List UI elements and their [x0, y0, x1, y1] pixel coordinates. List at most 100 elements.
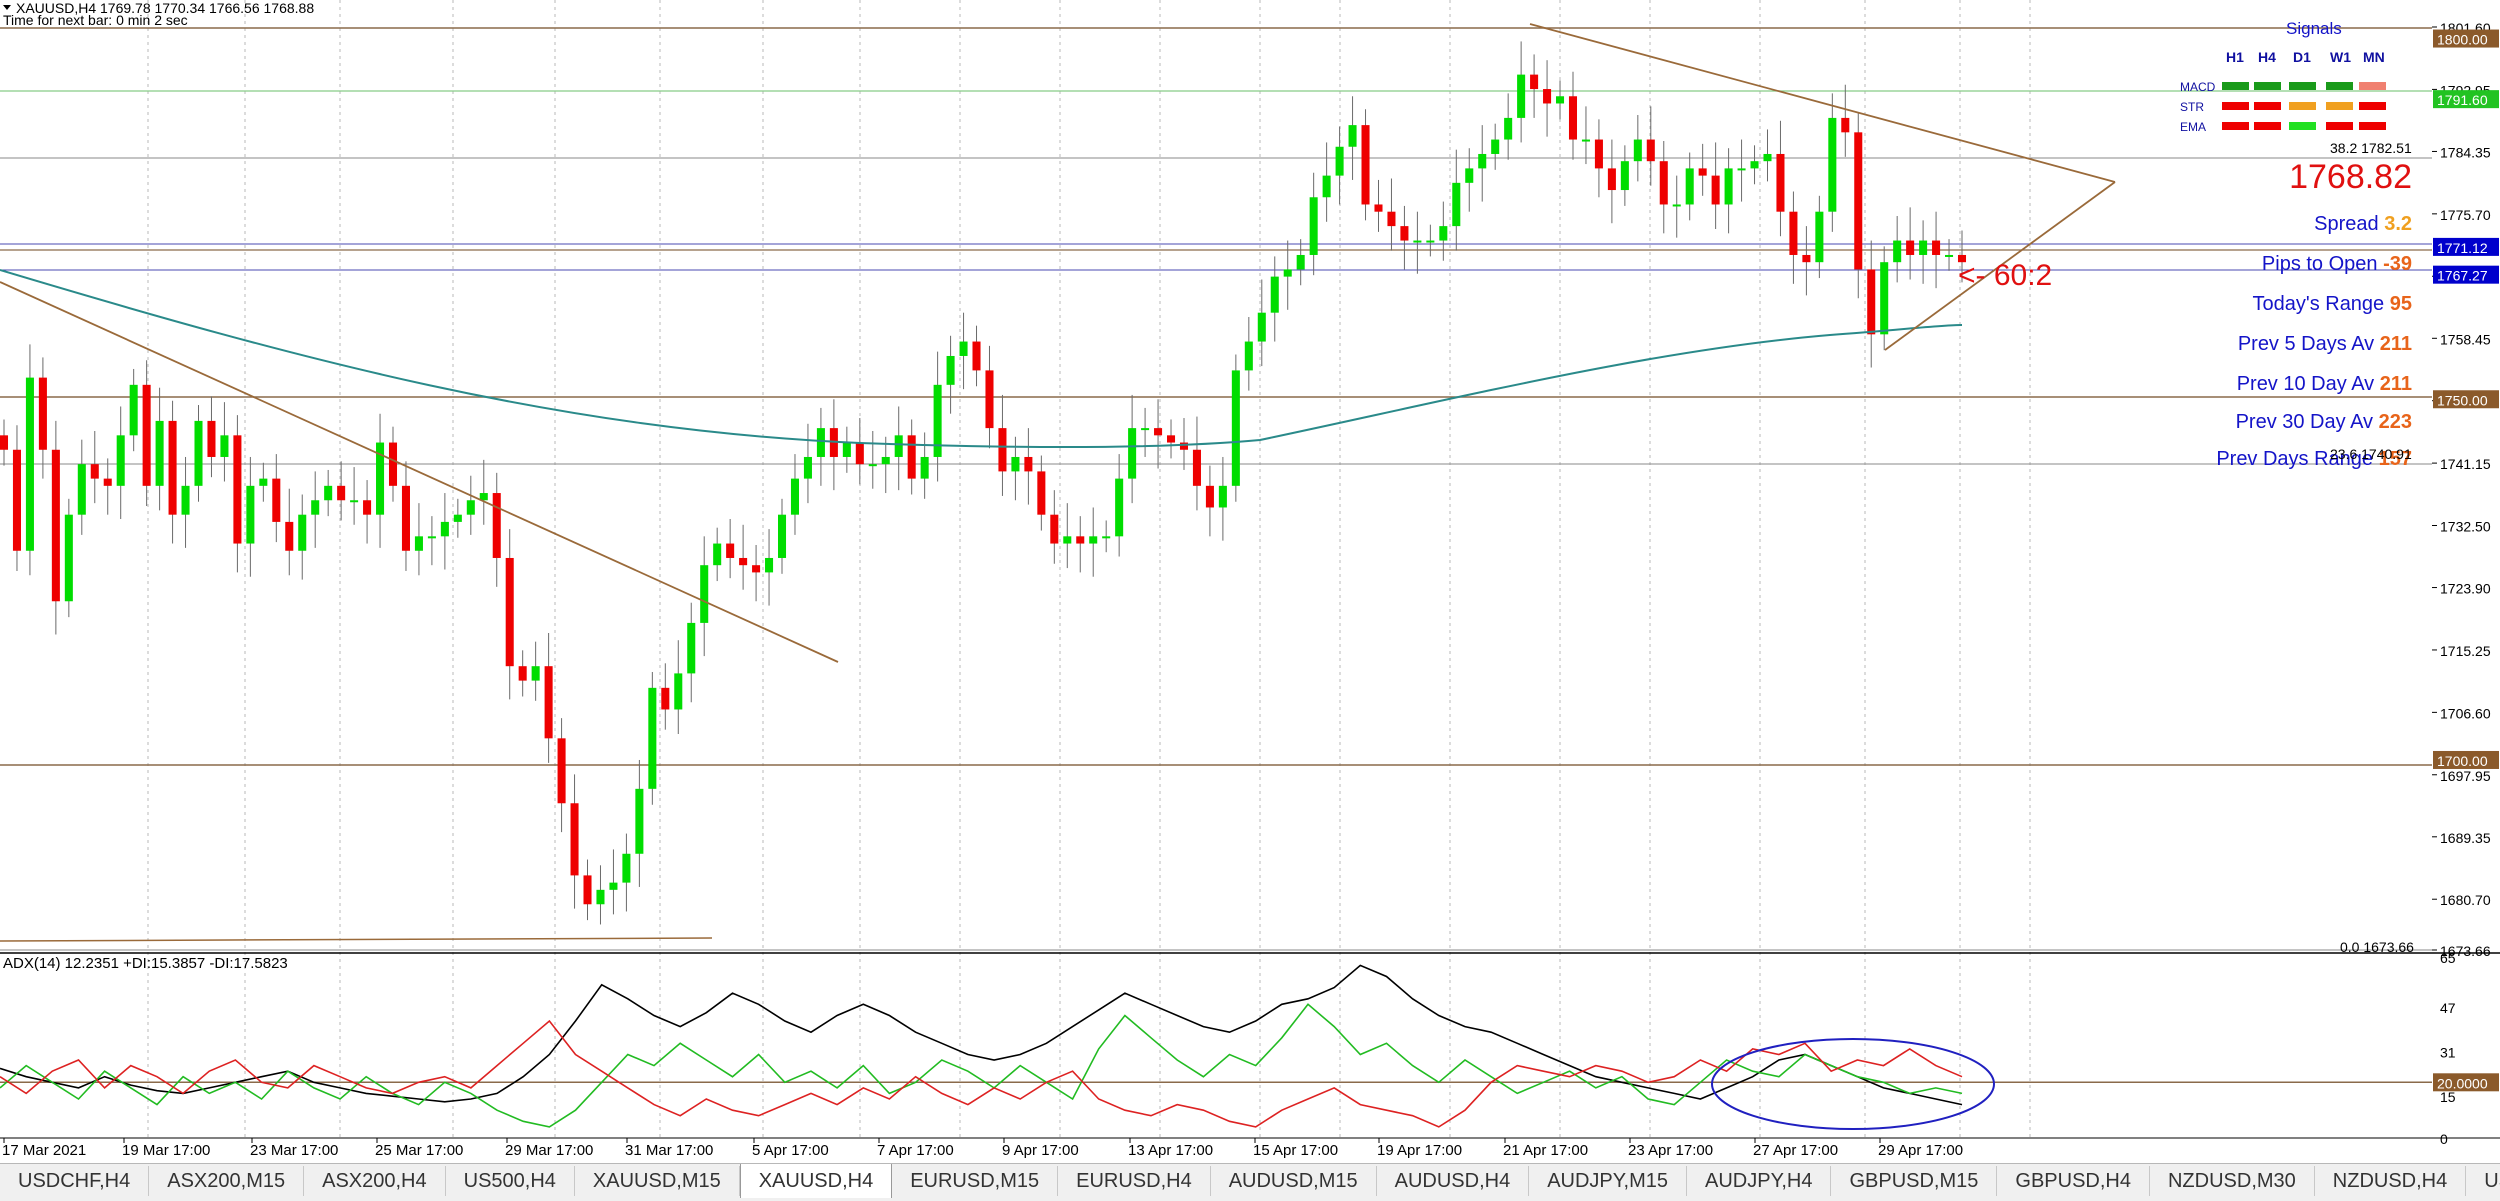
tab-us500-h4[interactable]: US500,H4 [446, 1166, 575, 1196]
fib-label-top: 38.2 1782.51 [2330, 140, 2412, 156]
candle-body [116, 435, 125, 486]
tab-eurusd-h4[interactable]: EURUSD,H4 [1058, 1166, 1211, 1196]
price-label: 1784.35 [2440, 144, 2491, 160]
tab-audjpy-h4[interactable]: AUDJPY,H4 [1687, 1166, 1832, 1196]
horizontal-levels [0, 27, 2432, 951]
candle-body [713, 543, 722, 566]
candle-body [1880, 262, 1889, 335]
tab-usdchf-h4[interactable]: USDCHF,H4 [0, 1166, 150, 1196]
price-tag: 1767.27 [2437, 268, 2488, 284]
signal-cell [2289, 82, 2316, 90]
time-label: 21 Apr 17:00 [1503, 1142, 1588, 1159]
price-label: 1758.45 [2440, 331, 2491, 347]
adx-label: ADX(14) 12.2351 +DI:15.3857 -DI:17.5823 [3, 955, 288, 972]
candle-body [1478, 153, 1487, 169]
signal-cell [2289, 102, 2316, 110]
tab-xauusd-h4[interactable]: XAUUSD,H4 [739, 1164, 893, 1198]
candle-body [933, 384, 942, 457]
tab-xauusd-m15[interactable]: XAUUSD,M15 [575, 1166, 740, 1196]
candle-body [777, 514, 787, 558]
candle-body [0, 435, 9, 450]
support-line-low [0, 937, 713, 942]
spread-value: 3.2 [2379, 213, 2412, 235]
prev-days-range-label: Prev Days Range [2216, 448, 2373, 470]
chart-canvas[interactable]: 1801.601792.951784.351775.701767.051758.… [0, 0, 2500, 1163]
candle-body [1763, 153, 1772, 162]
candle-body [1543, 89, 1552, 104]
candle-body [1789, 211, 1798, 255]
candle-body [1465, 168, 1474, 183]
candle-body [311, 500, 320, 515]
tab-audusd-h4[interactable]: AUDUSD,H4 [1377, 1166, 1530, 1196]
price-tag-bg [2433, 237, 2499, 256]
candle-body [38, 377, 47, 450]
candle-body [1620, 161, 1629, 191]
price-tag: 1791.60 [2437, 92, 2488, 108]
moving-average-line [0, 269, 1963, 449]
candle-body [1218, 485, 1227, 508]
prev-10-days-label: Prev 10 Day Av [2237, 373, 2374, 395]
candle-body [570, 803, 579, 876]
tab-eurusd-m15[interactable]: EURUSD,M15 [892, 1166, 1059, 1196]
candle-body [90, 464, 99, 479]
time-label: 27 Apr 17:00 [1753, 1142, 1838, 1159]
candle-body [246, 485, 255, 544]
candle-body [868, 464, 877, 467]
candle-body [1335, 146, 1344, 176]
tab-gbpusd-m15[interactable]: GBPUSD,M15 [1831, 1166, 1998, 1196]
candle-body [1750, 161, 1759, 169]
candle-body [1802, 254, 1811, 263]
tab-audjpy-m15[interactable]: AUDJPY,M15 [1529, 1166, 1687, 1196]
candle-body [337, 485, 346, 501]
candle-body [959, 341, 968, 356]
tab-asx200-m15[interactable]: ASX200,M15 [149, 1166, 305, 1196]
candle-body [155, 420, 164, 486]
candle-body [1270, 276, 1279, 313]
tab-nzdusd-h4[interactable]: NZDUSD,H4 [2315, 1166, 2467, 1196]
tab-gbpusd-h4[interactable]: GBPUSD,H4 [1997, 1166, 2150, 1196]
price-label: 1723.90 [2440, 581, 2491, 597]
pips-to-open-label: Pips to Open [2262, 253, 2378, 275]
tab-nzdusd-m30[interactable]: NZDUSD,M30 [2150, 1166, 2315, 1196]
candle-body [220, 435, 229, 457]
tab-audusd-m15[interactable]: AUDUSD,M15 [1211, 1166, 1377, 1196]
time-label: 9 Apr 17:00 [1002, 1142, 1079, 1159]
candle-body [401, 485, 410, 551]
price-label: 1680.70 [2440, 892, 2491, 908]
candle-body [363, 500, 372, 515]
candle-body [1607, 168, 1616, 191]
collapse-triangle-icon[interactable] [3, 5, 11, 10]
candle-body [1867, 269, 1876, 335]
candle-body [1581, 139, 1590, 142]
price-tag: 1800.00 [2437, 32, 2488, 48]
candle-body [168, 420, 177, 515]
adx-panel: 65 47 31 15 0 20.0000 [0, 950, 2500, 1147]
time-label: 5 Apr 17:00 [752, 1142, 829, 1159]
candle-body [466, 500, 475, 515]
candle-body [1491, 139, 1500, 154]
time-label: 25 Mar 17:00 [375, 1142, 463, 1159]
candle-body [648, 687, 657, 789]
candle-body [998, 428, 1007, 472]
time-label: 15 Apr 17:00 [1253, 1142, 1338, 1159]
candle-body [1646, 139, 1655, 162]
tab-usdjpy-m15[interactable]: USDJPY,M15 [2466, 1166, 2500, 1196]
candle-body [233, 435, 242, 544]
candle-body [687, 622, 696, 674]
prev-days-range-value: 157 [2373, 448, 2412, 470]
tab-asx200-h4[interactable]: ASX200,H4 [304, 1166, 446, 1196]
candle-body [1698, 168, 1707, 176]
signals-column-mn: MN [2363, 49, 2385, 65]
signals-title: Signals [2286, 19, 2342, 38]
candle-body [972, 341, 981, 371]
candle-body [1257, 312, 1266, 342]
candle-body [1893, 240, 1902, 263]
spread-row: Spread 3.2 [2314, 213, 2412, 235]
candle-body [1957, 254, 1967, 263]
candle-body [479, 493, 488, 501]
signal-cell [2222, 122, 2249, 130]
candle-body [1141, 428, 1150, 431]
prev-30-days-row: Prev 30 Day Av 223 [2236, 411, 2412, 433]
candle-body [1192, 449, 1201, 486]
prev-5-days-row: Prev 5 Days Av 211 [2238, 333, 2412, 355]
